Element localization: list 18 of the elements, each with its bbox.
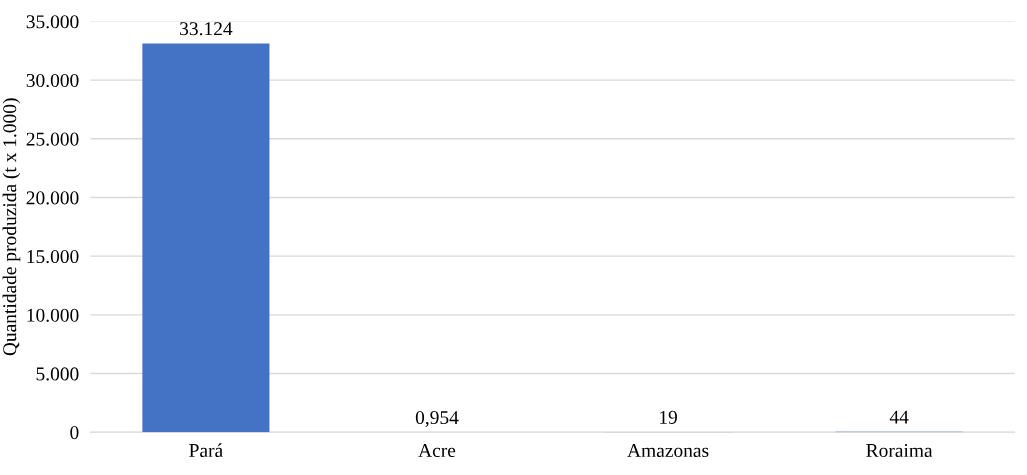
x-tick-label: Amazonas <box>627 444 709 458</box>
x-tick-label: Acre <box>418 444 456 458</box>
y-axis-title: Quantidade produzida (t x 1.000) <box>2 98 21 356</box>
y-tick-label: 30.000 <box>26 73 79 88</box>
x-tick-label: Roraima <box>866 443 933 458</box>
data-label: 33.124 <box>180 22 233 36</box>
y-tick-label: 25.000 <box>26 132 79 146</box>
y-tick-label: 35.000 <box>26 15 79 29</box>
bar <box>142 43 270 433</box>
data-label: 19 <box>660 410 677 424</box>
x-tick-label: Pará <box>189 443 223 458</box>
y-tick-label: 20.000 <box>26 191 79 205</box>
y-tick-label: 15.000 <box>27 249 79 264</box>
y-tick-label: 0 <box>70 426 79 440</box>
data-label: 44 <box>889 410 909 424</box>
data-label: 0,954 <box>415 411 459 427</box>
y-tick-label: 10.000 <box>27 308 79 322</box>
y-tick-label: 5.000 <box>36 367 79 381</box>
